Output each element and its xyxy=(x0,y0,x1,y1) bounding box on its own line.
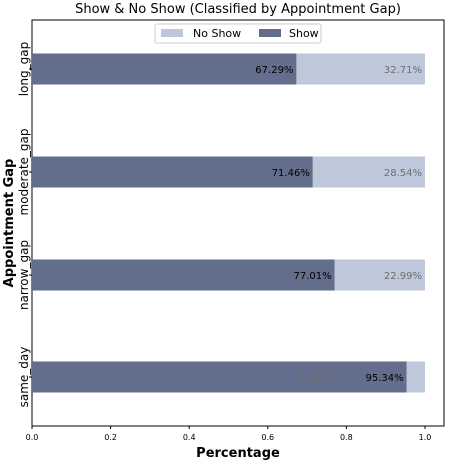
bar-no-show-same-day xyxy=(406,361,425,393)
bars-group xyxy=(32,53,425,393)
y-tick-label-narrow-gap: narrow_gap xyxy=(17,240,31,310)
label-no-show-moderate-gap: 28.54% xyxy=(384,168,422,179)
label-no-show-long-gap: 32.71% xyxy=(384,65,422,76)
x-tick-label: 1.0 xyxy=(419,433,432,442)
x-tick-label: 0.4 xyxy=(183,433,196,442)
y-tick-label-long-gap: long_gap xyxy=(17,42,31,97)
legend-label-show: Show xyxy=(289,27,319,40)
x-tick-label: 0.0 xyxy=(26,433,39,442)
label-show-moderate-gap: 71.46% xyxy=(272,168,310,179)
legend-label-no-show: No Show xyxy=(193,27,241,40)
x-axis-ticks: 0.0 0.2 0.4 0.6 0.8 1.0 xyxy=(26,426,432,442)
y-tick-label-same-day: same_day xyxy=(17,347,31,408)
x-tick-label: 0.2 xyxy=(104,433,117,442)
bar-show-same-day xyxy=(32,361,407,393)
plot-area xyxy=(31,19,445,427)
bar-labels-group: 67.29% 32.71% 71.46% 28.54% 77.01% 22.99% 95.3… xyxy=(255,65,422,384)
label-show-long-gap: 67.29% xyxy=(255,65,293,76)
label-show-narrow-gap: 77.01% xyxy=(294,271,332,282)
bar-show-long-gap xyxy=(32,53,297,85)
legend-frame xyxy=(154,23,322,44)
bar-no-show-long-gap xyxy=(296,53,425,85)
label-no-show-same-day: 4.66% xyxy=(299,373,331,384)
bar-no-show-moderate-gap xyxy=(312,156,425,188)
bar-show-narrow-gap xyxy=(32,259,335,291)
bar-no-show-narrow-gap xyxy=(334,259,425,291)
label-show-same-day: 95.34% xyxy=(366,373,404,384)
bar-show-moderate-gap xyxy=(32,156,313,188)
chart-title: Show & No Show (Classified by Appointmen… xyxy=(75,2,401,17)
legend-swatch-no-show xyxy=(161,29,183,37)
x-tick-label: 0.8 xyxy=(340,433,353,442)
x-tick-label: 0.6 xyxy=(261,433,274,442)
y-axis-ticks: long_gap moderate_gap narrow_gap same_day xyxy=(17,42,32,408)
label-no-show-narrow-gap: 22.99% xyxy=(384,271,422,282)
legend-swatch-show xyxy=(259,29,281,37)
y-tick-label-moderate-gap: moderate_gap xyxy=(17,129,31,216)
x-axis-label: Percentage xyxy=(196,446,280,461)
y-axis-label: Appointment Gap xyxy=(2,159,17,288)
legend: No Show Show xyxy=(154,23,322,44)
